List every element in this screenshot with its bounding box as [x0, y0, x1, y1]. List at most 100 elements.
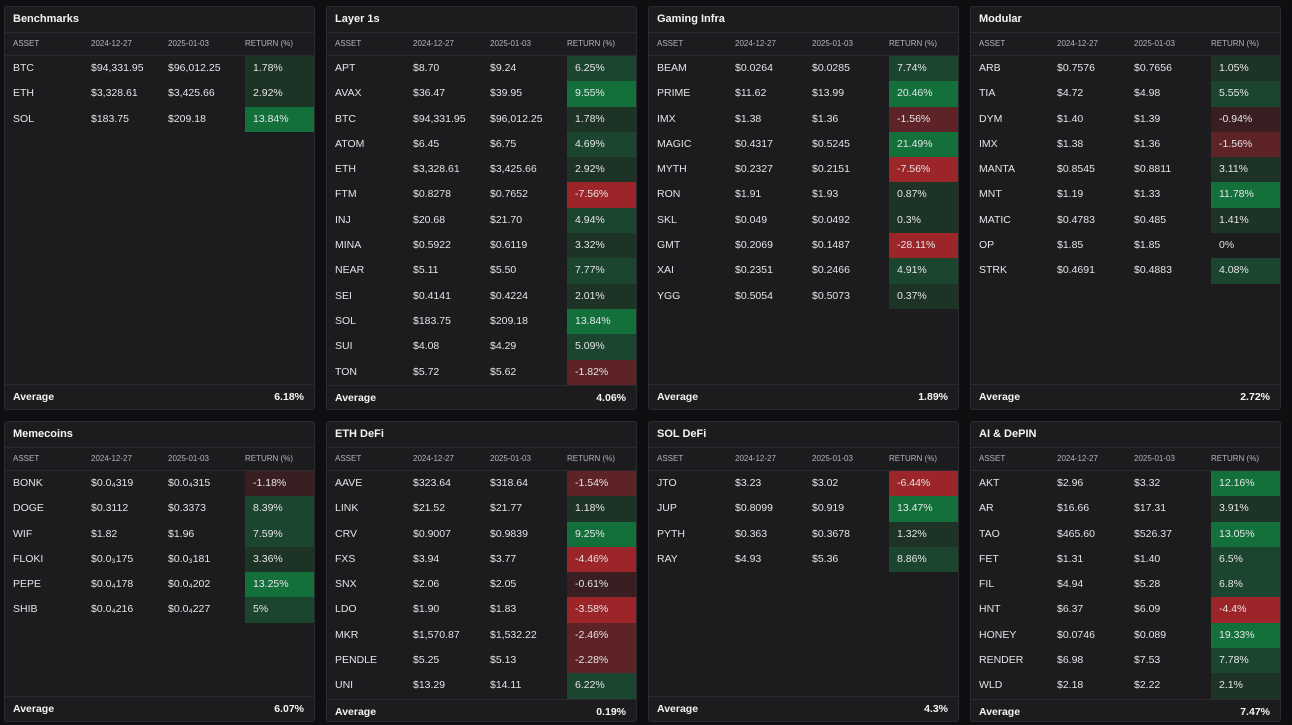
- table-row[interactable]: UNI $13.29 $14.11 6.22%: [327, 673, 636, 699]
- table-row[interactable]: AKT $2.96 $3.32 12.16%: [971, 471, 1280, 497]
- column-return[interactable]: RETURN (%): [245, 454, 293, 463]
- column-date-start[interactable]: 2024-12-27: [1057, 454, 1098, 463]
- column-return[interactable]: RETURN (%): [889, 39, 937, 48]
- table-row[interactable]: AAVE $323.64 $318.64 -1.54%: [327, 471, 636, 497]
- table-row[interactable]: IMX $1.38 $1.36 -1.56%: [649, 106, 958, 132]
- column-date-start[interactable]: 2024-12-27: [91, 454, 132, 463]
- price-start: $13.29: [413, 679, 446, 692]
- column-date-end[interactable]: 2025-01-03: [168, 454, 209, 463]
- table-row[interactable]: MATIC $0.4783 $0.485 1.41%: [971, 207, 1280, 234]
- column-return[interactable]: RETURN (%): [567, 39, 615, 48]
- table-row[interactable]: SKL $0.049 $0.0492 0.3%: [649, 207, 958, 234]
- table-row[interactable]: FIL $4.94 $5.28 6.8%: [971, 572, 1280, 598]
- table-row[interactable]: MANTA $0.8545 $0.8811 3.11%: [971, 157, 1280, 183]
- column-return[interactable]: RETURN (%): [1211, 39, 1259, 48]
- table-row[interactable]: ARB $0.7576 $0.7656 1.05%: [971, 56, 1280, 82]
- column-date-start[interactable]: 2024-12-27: [413, 39, 454, 48]
- table-row[interactable]: OP $1.85 $1.85 0%: [971, 233, 1280, 258]
- column-date-end[interactable]: 2025-01-03: [490, 39, 531, 48]
- table-row[interactable]: MYTH $0.2327 $0.2151 -7.56%: [649, 157, 958, 183]
- table-row[interactable]: ETH $3,328.61 $3,425.66 2.92%: [5, 81, 314, 107]
- table-row[interactable]: MAGIC $0.4317 $0.5245 21.49%: [649, 131, 958, 158]
- table-row[interactable]: FXS $3.94 $3.77 -4.46%: [327, 546, 636, 573]
- table-row[interactable]: WIF $1.82 $1.96 7.59%: [5, 521, 314, 547]
- column-date-end[interactable]: 2025-01-03: [1134, 39, 1175, 48]
- table-row[interactable]: DOGE $0.3112 $0.3373 8.39%: [5, 496, 314, 522]
- column-return[interactable]: RETURN (%): [567, 454, 615, 463]
- table-row[interactable]: ATOM $6.45 $6.75 4.69%: [327, 131, 636, 158]
- table-row[interactable]: HONEY $0.0746 $0.089 19.33%: [971, 622, 1280, 649]
- return-value: 0.3%: [889, 207, 958, 234]
- column-date-start[interactable]: 2024-12-27: [1057, 39, 1098, 48]
- table-row[interactable]: LDO $1.90 $1.83 -3.58%: [327, 597, 636, 623]
- column-date-end[interactable]: 2025-01-03: [1134, 454, 1175, 463]
- table-row[interactable]: INJ $20.68 $21.70 4.94%: [327, 207, 636, 234]
- table-row[interactable]: IMX $1.38 $1.36 -1.56%: [971, 131, 1280, 158]
- column-date-end[interactable]: 2025-01-03: [812, 454, 853, 463]
- column-asset[interactable]: ASSET: [13, 39, 40, 48]
- table-row[interactable]: AR $16.66 $17.31 3.91%: [971, 496, 1280, 522]
- table-row[interactable]: FLOKI $0.0₃175 $0.0₃181 3.36%: [5, 546, 314, 573]
- table-row[interactable]: YGG $0.5054 $0.5073 0.37%: [649, 283, 958, 309]
- table-row[interactable]: FET $1.31 $1.40 6.5%: [971, 546, 1280, 573]
- table-row[interactable]: GMT $0.2069 $0.1487 -28.11%: [649, 233, 958, 259]
- table-body: BTC $94,331.95 $96,012.25 1.78% ETH $3,328.61…: [5, 56, 314, 384]
- table-row[interactable]: SEI $0.4141 $0.4224 2.01%: [327, 283, 636, 309]
- table-row[interactable]: SOL $183.75 $209.18 13.84%: [327, 308, 636, 335]
- column-asset[interactable]: ASSET: [979, 454, 1006, 463]
- table-row[interactable]: BTC $94,331.95 $96,012.25 1.78%: [327, 106, 636, 132]
- return-value: 0%: [1219, 239, 1235, 252]
- table-row[interactable]: RON $1.91 $1.93 0.87%: [649, 182, 958, 208]
- table-row[interactable]: SUI $4.08 $4.29 5.09%: [327, 334, 636, 360]
- column-date-end[interactable]: 2025-01-03: [490, 454, 531, 463]
- table-row[interactable]: BONK $0.0₄319 $0.0₄315 -1.18%: [5, 471, 314, 497]
- column-asset[interactable]: ASSET: [657, 39, 684, 48]
- column-date-start[interactable]: 2024-12-27: [91, 39, 132, 48]
- table-row[interactable]: JTO $3.23 $3.02 -6.44%: [649, 471, 958, 497]
- column-date-end[interactable]: 2025-01-03: [812, 39, 853, 48]
- price-start: $1.91: [735, 188, 762, 201]
- table-row[interactable]: MKR $1,570.87 $1,532.22 -2.46%: [327, 622, 636, 649]
- table-row[interactable]: PEPE $0.0₄178 $0.0₄202 13.25%: [5, 572, 314, 598]
- table-row[interactable]: AVAX $36.47 $39.95 9.55%: [327, 81, 636, 107]
- column-date-start[interactable]: 2024-12-27: [413, 454, 454, 463]
- table-row[interactable]: BTC $94,331.95 $96,012.25 1.78%: [5, 56, 314, 82]
- table-row[interactable]: XAI $0.2351 $0.2466 4.91%: [649, 258, 958, 284]
- table-row[interactable]: TIA $4.72 $4.98 5.55%: [971, 81, 1280, 107]
- table-row[interactable]: MINA $0.5922 $0.6119 3.32%: [327, 233, 636, 259]
- column-date-start[interactable]: 2024-12-27: [735, 39, 776, 48]
- table-row[interactable]: ETH $3,328.61 $3,425.66 2.92%: [327, 157, 636, 183]
- column-return[interactable]: RETURN (%): [245, 39, 293, 48]
- table-row[interactable]: PENDLE $5.25 $5.13 -2.28%: [327, 648, 636, 674]
- column-return[interactable]: RETURN (%): [889, 454, 937, 463]
- column-date-end[interactable]: 2025-01-03: [168, 39, 209, 48]
- table-row[interactable]: DYM $1.40 $1.39 -0.94%: [971, 106, 1280, 132]
- table-row[interactable]: TAO $465.60 $526.37 13.05%: [971, 521, 1280, 547]
- table-row[interactable]: MNT $1.19 $1.33 11.78%: [971, 182, 1280, 208]
- table-row[interactable]: RAY $4.93 $5.36 8.86%: [649, 546, 958, 573]
- column-asset[interactable]: ASSET: [657, 454, 684, 463]
- table-row[interactable]: PRIME $11.62 $13.99 20.46%: [649, 81, 958, 107]
- table-row[interactable]: RENDER $6.98 $7.53 7.78%: [971, 648, 1280, 674]
- table-row[interactable]: JUP $0.8099 $0.919 13.47%: [649, 496, 958, 522]
- column-asset[interactable]: ASSET: [13, 454, 40, 463]
- table-row[interactable]: PYTH $0.363 $0.3678 1.32%: [649, 521, 958, 547]
- column-return[interactable]: RETURN (%): [1211, 454, 1259, 463]
- table-row[interactable]: SOL $183.75 $209.18 13.84%: [5, 106, 314, 132]
- table-row[interactable]: STRK $0.4691 $0.4883 4.08%: [971, 258, 1280, 284]
- table-row[interactable]: TON $5.72 $5.62 -1.82%: [327, 359, 636, 385]
- column-date-start[interactable]: 2024-12-27: [735, 454, 776, 463]
- table-row[interactable]: FTM $0.8278 $0.7652 -7.56%: [327, 182, 636, 208]
- table-row[interactable]: LINK $21.52 $21.77 1.18%: [327, 496, 636, 522]
- column-asset[interactable]: ASSET: [979, 39, 1006, 48]
- table-row[interactable]: HNT $6.37 $6.09 -4.4%: [971, 597, 1280, 623]
- column-asset[interactable]: ASSET: [335, 454, 362, 463]
- table-row[interactable]: SHIB $0.0₄216 $0.0₄227 5%: [5, 597, 314, 623]
- table-row[interactable]: WLD $2.18 $2.22 2.1%: [971, 673, 1280, 699]
- table-row[interactable]: NEAR $5.11 $5.50 7.77%: [327, 258, 636, 284]
- table-row[interactable]: APT $8.70 $9.24 6.25%: [327, 56, 636, 82]
- table-row[interactable]: SNX $2.06 $2.05 -0.61%: [327, 572, 636, 598]
- table-row[interactable]: BEAM $0.0264 $0.0285 7.74%: [649, 56, 958, 82]
- table-row[interactable]: CRV $0.9007 $0.9839 9.25%: [327, 521, 636, 547]
- column-asset[interactable]: ASSET: [335, 39, 362, 48]
